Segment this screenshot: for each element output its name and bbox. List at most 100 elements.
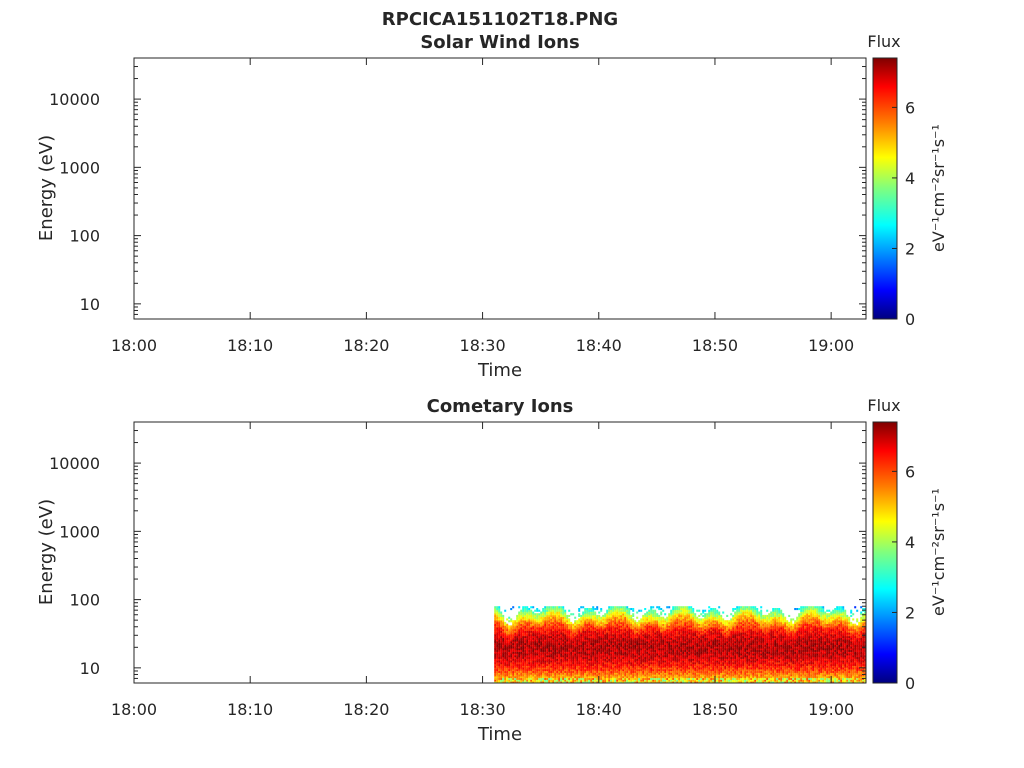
- heatmap-cell: [588, 608, 591, 611]
- heatmap-cell: [628, 667, 631, 670]
- heatmap-cell: [594, 660, 597, 663]
- heatmap-cell: [502, 639, 505, 642]
- heatmap-cell: [506, 670, 509, 673]
- heatmap-cell: [640, 627, 643, 630]
- heatmap-cell: [504, 653, 507, 656]
- heatmap-cell: [528, 658, 531, 661]
- heatmap-cell: [588, 632, 591, 635]
- heatmap-cell: [696, 669, 699, 672]
- heatmap-cell: [590, 655, 593, 658]
- heatmap-cell: [516, 646, 519, 649]
- heatmap-cell: [728, 642, 731, 645]
- heatmap-cell: [562, 646, 565, 649]
- heatmap-cell: [576, 627, 579, 630]
- heatmap-cell: [618, 642, 621, 645]
- heatmap-cell: [638, 644, 641, 647]
- heatmap-cell: [536, 655, 539, 658]
- heatmap-cell: [546, 679, 549, 682]
- heatmap-cell: [644, 642, 647, 645]
- heatmap-cell: [658, 655, 661, 658]
- heatmap-cell: [676, 669, 679, 672]
- heatmap-cell: [714, 649, 717, 652]
- heatmap-cell: [624, 662, 627, 665]
- heatmap-cell: [568, 644, 571, 647]
- heatmap-cell: [692, 608, 695, 611]
- heatmap-cell: [584, 674, 587, 677]
- heatmap-cell: [538, 653, 541, 656]
- heatmap-cell: [596, 681, 599, 684]
- heatmap-cell: [650, 609, 653, 612]
- heatmap-cell: [672, 627, 675, 630]
- heatmap-cell: [718, 663, 721, 666]
- heatmap-cell: [706, 648, 709, 651]
- heatmap-cell: [592, 670, 595, 673]
- heatmap-cell: [632, 620, 635, 623]
- heatmap-cell: [630, 614, 633, 617]
- heatmap-cell: [698, 646, 701, 649]
- heatmap-cell: [716, 648, 719, 651]
- heatmap-cell: [496, 656, 499, 659]
- heatmap-cell: [586, 681, 589, 684]
- heatmap-cell: [700, 634, 703, 637]
- heatmap-cell: [520, 630, 523, 633]
- heatmap-cell: [530, 637, 533, 640]
- heatmap-cell: [586, 639, 589, 642]
- heatmap-cell: [694, 646, 697, 649]
- heatmap-cell: [702, 628, 705, 631]
- heatmap-cell: [566, 642, 569, 645]
- heatmap-cell: [632, 660, 635, 663]
- heatmap-cell: [612, 628, 615, 631]
- heatmap-cell: [682, 670, 685, 673]
- heatmap-cell: [688, 635, 691, 638]
- heatmap-cell: [580, 642, 583, 645]
- heatmap-cell: [666, 632, 669, 635]
- heatmap-cell: [714, 646, 717, 649]
- heatmap-cell: [614, 632, 617, 635]
- heatmap-cell: [680, 634, 683, 637]
- heatmap-cell: [646, 616, 649, 619]
- heatmap-cell: [546, 621, 549, 624]
- heatmap-cell: [710, 621, 713, 624]
- heatmap-cell: [646, 630, 649, 633]
- heatmap-cell: [574, 632, 577, 635]
- heatmap-cell: [666, 665, 669, 668]
- heatmap-cell: [580, 623, 583, 626]
- heatmap-cell: [564, 660, 567, 663]
- heatmap-cell: [610, 663, 613, 666]
- heatmap-cell: [684, 677, 687, 680]
- heatmap-cell: [682, 656, 685, 659]
- heatmap-cell: [530, 677, 533, 680]
- heatmap-cell: [538, 635, 541, 638]
- heatmap-cell: [554, 665, 557, 668]
- heatmap-cell: [530, 641, 533, 644]
- heatmap-cell: [592, 656, 595, 659]
- heatmap-cell: [496, 651, 499, 654]
- heatmap-cell: [670, 635, 673, 638]
- heatmap-cell: [618, 625, 621, 628]
- heatmap-cell: [610, 616, 613, 619]
- heatmap-cell: [590, 681, 593, 684]
- heatmap-cell: [654, 628, 657, 631]
- heatmap-cell: [578, 670, 581, 673]
- heatmap-cell: [536, 649, 539, 652]
- y-axis-label: Energy (eV): [36, 135, 57, 241]
- heatmap-cell: [582, 616, 585, 619]
- heatmap-cell: [704, 609, 707, 612]
- heatmap-cell: [498, 660, 501, 663]
- heatmap-cell: [600, 663, 603, 666]
- heatmap-cell: [512, 627, 515, 630]
- heatmap-cell: [650, 608, 653, 611]
- heatmap-cell: [562, 674, 565, 677]
- heatmap-cell: [518, 667, 521, 670]
- heatmap-cell: [672, 651, 675, 654]
- heatmap-cell: [548, 663, 551, 666]
- heatmap-cell: [636, 653, 639, 656]
- heatmap-cell: [564, 618, 567, 621]
- heatmap-cell: [500, 628, 503, 631]
- heatmap-cell: [716, 639, 719, 642]
- heatmap-cell: [526, 639, 529, 642]
- heatmap-cell: [602, 677, 605, 680]
- heatmap-cell: [664, 670, 667, 673]
- heatmap-cell: [612, 674, 615, 677]
